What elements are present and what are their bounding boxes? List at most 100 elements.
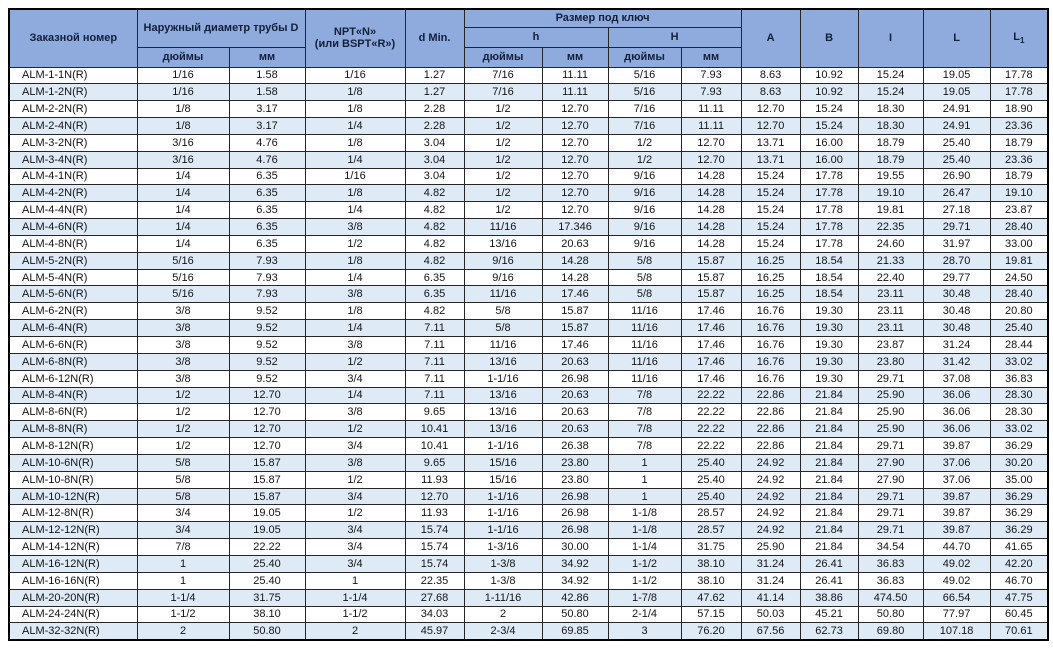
- value-cell: 15.24: [740, 201, 801, 220]
- value-cell: 13/16: [463, 234, 543, 253]
- value-cell: 23.36: [989, 117, 1049, 135]
- value-cell: 9.52: [228, 352, 306, 371]
- value-cell: 15.87: [680, 268, 742, 287]
- table-row: ALM-32-32N(R) 2 50.80 2 45.97 2-3/4 69.85 3 76.2…: [8, 622, 1049, 641]
- value-cell: 7.93: [228, 268, 306, 287]
- value-cell: 16.76: [740, 336, 801, 354]
- value-cell: 27.68: [404, 588, 465, 607]
- value-cell: 38.10: [228, 605, 306, 624]
- value-cell: 9/16: [607, 234, 682, 253]
- order-number-cell: ALM-6-8N(R): [8, 352, 138, 371]
- value-cell: 5/8: [136, 470, 230, 489]
- value-cell: 9/16: [607, 201, 682, 220]
- value-cell: 20.80: [989, 302, 1049, 321]
- value-cell: 46.70: [989, 571, 1049, 590]
- value-cell: 26.90: [922, 167, 991, 186]
- table-row: ALM-8-12N(R) 1/2 12.70 3/4 10.41 1-1/16 26.38 7…: [8, 437, 1049, 455]
- order-number-cell: ALM-4-2N(R): [8, 184, 138, 203]
- value-cell: 16.00: [799, 150, 859, 169]
- value-cell: 15.24: [799, 100, 859, 119]
- value-cell: 1-1/8: [607, 521, 682, 540]
- value-cell: 22.22: [228, 538, 306, 556]
- table-header: Заказной номер Наружный диаметр трубы D …: [8, 8, 1049, 68]
- value-cell: 20.63: [541, 234, 609, 253]
- value-cell: 18.54: [799, 251, 859, 270]
- value-cell: 3/4: [304, 538, 406, 556]
- value-cell: 39.87: [922, 487, 991, 506]
- value-cell: 6.35: [404, 268, 465, 287]
- value-cell: 13/16: [463, 420, 543, 439]
- value-cell: 18.90: [989, 100, 1049, 119]
- order-number-cell: ALM-2-4N(R): [8, 117, 138, 135]
- value-cell: 19.30: [799, 369, 859, 388]
- value-cell: 37.06: [922, 453, 991, 472]
- value-cell: 1-1/16: [463, 504, 543, 523]
- value-cell: 1-3/16: [463, 538, 543, 556]
- order-number-cell: ALM-32-32N(R): [8, 622, 138, 641]
- value-cell: 1: [607, 487, 682, 506]
- value-cell: 1/16: [136, 83, 230, 102]
- value-cell: 3/4: [304, 437, 406, 455]
- value-cell: 22.40: [857, 268, 924, 287]
- value-cell: 15.24: [740, 167, 801, 186]
- value-cell: 1/4: [304, 117, 406, 135]
- value-cell: 3/4: [136, 504, 230, 523]
- value-cell: 38.10: [680, 571, 742, 590]
- value-cell: 13/16: [463, 403, 543, 422]
- value-cell: 30.20: [989, 453, 1049, 472]
- table-row: ALM-2-4N(R) 1/8 3.17 1/4 2.28 1/2 12.70 7/16 11.…: [8, 117, 1049, 135]
- value-cell: 474.50: [857, 588, 924, 607]
- value-cell: 12.70: [740, 117, 801, 135]
- value-cell: 4.82: [404, 234, 465, 253]
- order-number-cell: ALM-6-2N(R): [8, 302, 138, 321]
- value-cell: 17.78: [799, 167, 859, 186]
- value-cell: 26.47: [922, 184, 991, 203]
- value-cell: 7.11: [404, 386, 465, 405]
- value-cell: 25.40: [680, 453, 742, 472]
- value-cell: 20.63: [541, 420, 609, 439]
- value-cell: 26.41: [799, 554, 859, 573]
- table-row: ALM-1-2N(R) 1/16 1.58 1/8 1.27 7/16 11.11 5/16 7…: [8, 83, 1049, 102]
- value-cell: 28.70: [922, 251, 991, 270]
- value-cell: 38.10: [680, 554, 742, 573]
- value-cell: 33.02: [989, 352, 1049, 371]
- value-cell: 1-1/16: [463, 487, 543, 506]
- order-number-cell: ALM-6-6N(R): [8, 336, 138, 354]
- value-cell: 9/16: [463, 251, 543, 270]
- value-cell: 12.70: [541, 150, 609, 169]
- value-cell: 1/2: [463, 117, 543, 135]
- value-cell: 7/8: [136, 538, 230, 556]
- value-cell: 2: [304, 622, 406, 641]
- header-h-mm: мм: [541, 46, 609, 68]
- value-cell: 31.75: [228, 588, 306, 607]
- value-cell: 69.80: [857, 622, 924, 641]
- value-cell: 16.00: [799, 133, 859, 152]
- table-row: ALM-8-4N(R) 1/2 12.70 1/4 7.11 13/16 20.63 7/8 2…: [8, 386, 1049, 405]
- value-cell: 5/16: [136, 251, 230, 270]
- value-cell: 76.20: [680, 622, 742, 641]
- value-cell: 1/8: [304, 251, 406, 270]
- value-cell: 50.80: [228, 622, 306, 641]
- value-cell: 1/4: [136, 184, 230, 203]
- value-cell: 1/8: [136, 117, 230, 135]
- value-cell: 30.00: [541, 538, 609, 556]
- value-cell: 8.63: [740, 83, 801, 102]
- header-H-mm: мм: [680, 46, 742, 68]
- value-cell: 13/16: [463, 386, 543, 405]
- value-cell: 19.30: [799, 336, 859, 354]
- value-cell: 17.346: [541, 218, 609, 236]
- value-cell: 2.28: [404, 100, 465, 119]
- order-number-cell: ALM-5-6N(R): [8, 285, 138, 304]
- order-number-cell: ALM-4-4N(R): [8, 201, 138, 220]
- header-d-inches: дюймы: [136, 46, 230, 68]
- value-cell: 17.78: [989, 66, 1049, 85]
- value-cell: 15.87: [228, 453, 306, 472]
- value-cell: 17.46: [680, 336, 742, 354]
- value-cell: 15.87: [541, 319, 609, 337]
- value-cell: 5/16: [607, 83, 682, 102]
- value-cell: 12.70: [228, 420, 306, 439]
- value-cell: 12.70: [680, 150, 742, 169]
- value-cell: 16.76: [740, 319, 801, 337]
- value-cell: 3/4: [304, 369, 406, 388]
- value-cell: 1.58: [228, 83, 306, 102]
